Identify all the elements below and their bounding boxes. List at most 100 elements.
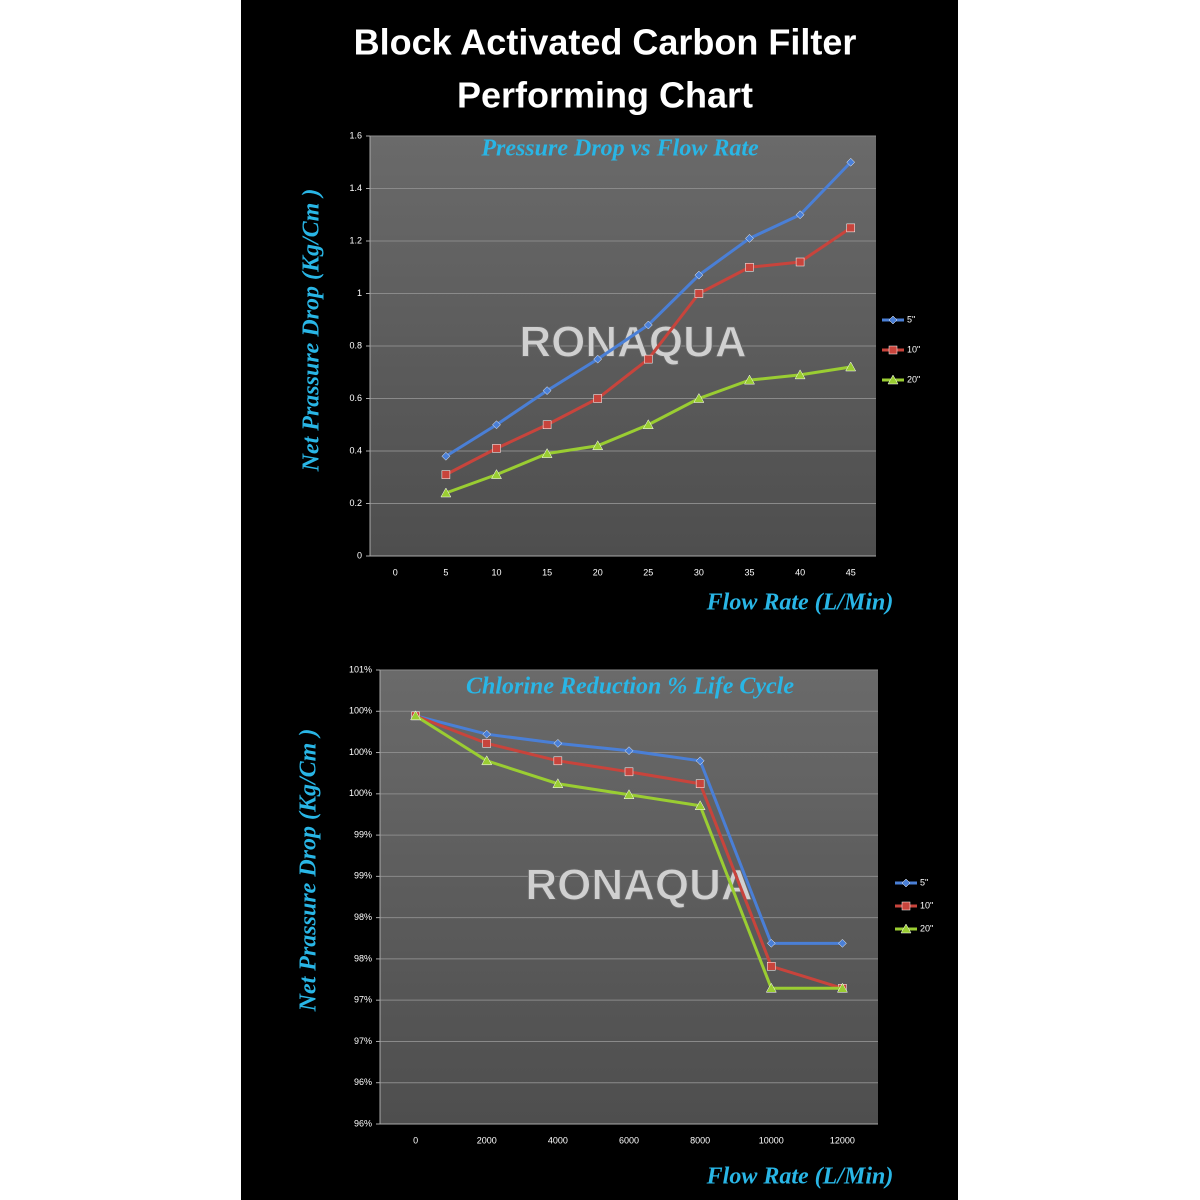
marker — [837, 982, 848, 993]
chart-title: Pressure Drop vs Flow Rate — [480, 136, 759, 162]
y-tick-label: 100% — [349, 788, 372, 798]
marker — [542, 420, 552, 429]
x-tick-label: 35 — [744, 567, 754, 577]
marker — [491, 469, 502, 479]
x-tick-label: 0 — [393, 567, 398, 577]
marker — [846, 157, 856, 167]
marker — [642, 419, 654, 429]
marker — [694, 289, 704, 298]
marker — [767, 961, 776, 971]
y-tick-label: 101% — [349, 664, 372, 674]
chart-title: Chlorine Reduction % Life Cycle — [466, 674, 794, 700]
marker — [441, 470, 451, 479]
marker — [541, 448, 553, 458]
marker — [744, 374, 755, 385]
marker — [888, 315, 898, 325]
marker — [410, 710, 421, 721]
watermark: RONAQUA — [519, 318, 746, 367]
marker — [694, 270, 704, 280]
x-tick-label: 12000 — [830, 1135, 855, 1145]
y-axis-label: Net Prassure Drop (Kg/Cm ) — [299, 189, 325, 473]
marker — [482, 729, 492, 739]
marker — [695, 779, 705, 788]
y-tick-label: 1.6 — [349, 130, 362, 140]
marker — [482, 739, 491, 748]
marker — [766, 938, 776, 948]
y-axis-label: Net Prassure Drop (Kg/Cm ) — [296, 729, 322, 1013]
y-tick-label: 100% — [349, 706, 372, 716]
page-title: Block Activated Carbon Filter — [354, 22, 857, 63]
marker — [440, 487, 452, 498]
legend-label: 5" — [920, 877, 928, 887]
marker — [846, 223, 855, 233]
marker — [624, 746, 634, 756]
marker — [643, 320, 653, 330]
x-tick-label: 45 — [846, 567, 856, 577]
marker — [901, 901, 911, 911]
legend-label: 20" — [907, 374, 920, 384]
x-axis-label: Flow Rate (L/Min) — [706, 1164, 894, 1190]
y-tick-label: 99% — [354, 829, 372, 839]
x-tick-label: 2000 — [477, 1135, 497, 1145]
marker — [492, 444, 501, 453]
marker — [553, 739, 563, 748]
marker — [838, 938, 847, 948]
y-tick-label: 100% — [349, 747, 372, 757]
y-tick-label: 0.2 — [349, 498, 362, 508]
x-tick-label: 15 — [542, 567, 552, 577]
x-tick-label: 5 — [443, 567, 448, 577]
x-tick-label: 8000 — [690, 1135, 710, 1145]
marker — [901, 878, 911, 888]
marker — [845, 361, 857, 372]
page-title: Performing Chart — [457, 75, 753, 116]
marker — [794, 369, 806, 380]
y-tick-label: 97% — [354, 1036, 372, 1046]
marker — [795, 257, 805, 267]
x-tick-label: 10000 — [759, 1135, 784, 1145]
x-tick-label: 10 — [491, 567, 501, 577]
y-tick-label: 96% — [354, 1118, 372, 1128]
y-tick-label: 0.4 — [349, 445, 362, 455]
marker — [745, 263, 754, 272]
marker — [492, 420, 501, 430]
legend-label: 10" — [920, 900, 933, 910]
y-tick-label: 97% — [354, 995, 372, 1005]
marker — [441, 451, 451, 461]
marker — [644, 354, 653, 364]
legend-label: 10" — [907, 344, 920, 354]
legend-label: 20" — [920, 923, 933, 933]
y-tick-label: 1 — [357, 288, 362, 298]
marker — [745, 234, 754, 243]
marker — [694, 800, 706, 810]
watermark: RONAQUA — [525, 861, 752, 910]
marker — [593, 394, 602, 403]
x-tick-label: 4000 — [548, 1135, 568, 1145]
y-tick-label: 99% — [354, 871, 372, 881]
y-tick-label: 1.2 — [349, 235, 362, 245]
marker — [481, 755, 493, 766]
y-tick-label: 0.8 — [349, 340, 362, 350]
x-tick-label: 6000 — [619, 1135, 639, 1145]
marker — [592, 440, 604, 450]
marker — [887, 374, 899, 385]
x-tick-label: 30 — [694, 567, 704, 577]
x-tick-label: 40 — [795, 567, 805, 577]
marker — [623, 789, 635, 799]
marker — [900, 923, 912, 934]
x-tick-label: 25 — [643, 567, 653, 577]
y-tick-label: 1.4 — [349, 183, 362, 193]
marker — [542, 386, 552, 395]
marker — [765, 982, 777, 993]
marker — [624, 767, 634, 777]
marker — [693, 392, 705, 403]
x-tick-label: 20 — [593, 567, 603, 577]
y-tick-label: 98% — [354, 953, 372, 963]
x-axis-label: Flow Rate (L/Min) — [706, 590, 894, 616]
y-tick-label: 0.6 — [349, 393, 362, 403]
marker — [553, 756, 563, 766]
y-tick-label: 98% — [354, 912, 372, 922]
marker — [888, 345, 898, 355]
x-tick-label: 0 — [413, 1135, 418, 1145]
marker — [695, 756, 705, 766]
